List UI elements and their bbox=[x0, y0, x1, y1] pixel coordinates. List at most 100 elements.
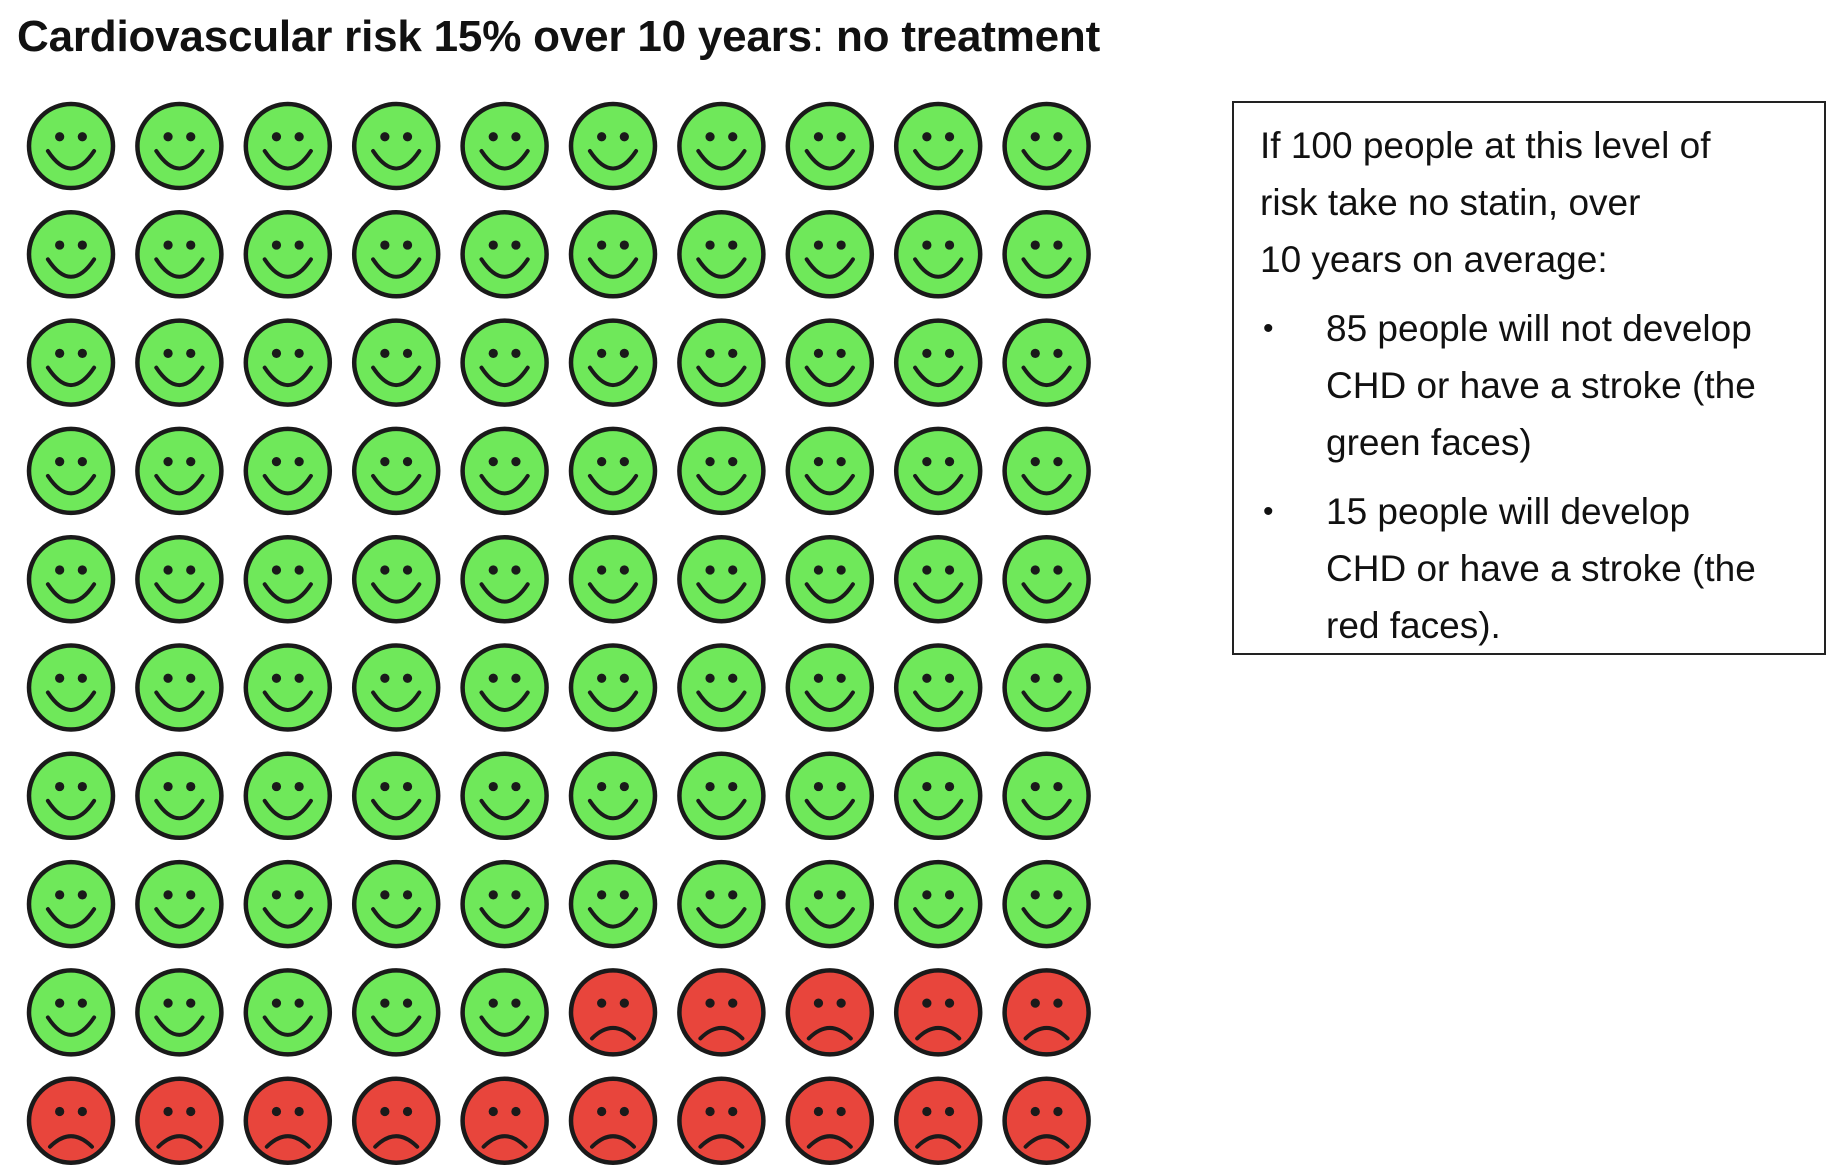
smiling-face-icon bbox=[26, 751, 116, 841]
frowning-face-icon bbox=[351, 1076, 441, 1165]
smiling-face-icon bbox=[893, 101, 983, 191]
bullet-text-no-event: 85 people will not develop CHD or have a… bbox=[1326, 308, 1756, 463]
smiling-face-icon bbox=[351, 534, 441, 624]
smiling-face-icon bbox=[785, 318, 875, 407]
smiling-face-icon bbox=[460, 318, 549, 407]
smiling-face-icon bbox=[351, 210, 441, 299]
smiling-face-icon bbox=[243, 318, 333, 407]
smiling-face-icon bbox=[785, 643, 875, 732]
smiling-face-icon bbox=[26, 318, 116, 407]
smiling-face-icon bbox=[785, 101, 875, 191]
smiling-face-icon bbox=[568, 101, 658, 191]
frowning-face-icon bbox=[677, 968, 766, 1057]
smiling-face-icon bbox=[568, 859, 658, 949]
smiling-face-icon bbox=[893, 210, 983, 299]
title-separator: : bbox=[811, 12, 836, 61]
bullet-item-event: • 15 people will develop CHD or have a s… bbox=[1260, 483, 1798, 654]
frowning-face-icon bbox=[568, 968, 658, 1057]
smiling-face-icon bbox=[243, 751, 333, 841]
smiling-face-icon bbox=[785, 751, 875, 841]
info-box-intro: If 100 people at this level of risk take… bbox=[1260, 125, 1711, 280]
smiling-face-icon bbox=[568, 426, 658, 516]
smiling-face-icon bbox=[135, 859, 224, 949]
frowning-face-icon bbox=[1002, 968, 1091, 1057]
smiling-face-icon bbox=[893, 859, 983, 949]
frowning-face-icon bbox=[1002, 1076, 1091, 1165]
smiling-face-icon bbox=[26, 426, 116, 516]
smiling-face-icon bbox=[677, 318, 766, 407]
face-pictogram-grid bbox=[26, 101, 1091, 1165]
smiling-face-icon bbox=[26, 859, 116, 949]
smiling-face-icon bbox=[460, 968, 549, 1057]
frowning-face-icon bbox=[893, 968, 983, 1057]
smiling-face-icon bbox=[243, 859, 333, 949]
smiling-face-icon bbox=[893, 534, 983, 624]
smiling-face-icon bbox=[243, 210, 333, 299]
smiling-face-icon bbox=[135, 101, 224, 191]
smiling-face-icon bbox=[135, 210, 224, 299]
smiling-face-icon bbox=[568, 751, 658, 841]
smiling-face-icon bbox=[785, 210, 875, 299]
smiling-face-icon bbox=[893, 643, 983, 732]
smiling-face-icon bbox=[460, 426, 549, 516]
frowning-face-icon bbox=[677, 1076, 766, 1165]
frowning-face-icon bbox=[135, 1076, 224, 1165]
smiling-face-icon bbox=[460, 101, 549, 191]
smiling-face-icon bbox=[135, 643, 224, 732]
smiling-face-icon bbox=[1002, 101, 1091, 191]
smiling-face-icon bbox=[785, 426, 875, 516]
smiling-face-icon bbox=[893, 751, 983, 841]
smiling-face-icon bbox=[1002, 426, 1091, 516]
smiling-face-icon bbox=[351, 643, 441, 732]
smiling-face-icon bbox=[26, 643, 116, 732]
smiling-face-icon bbox=[351, 859, 441, 949]
frowning-face-icon bbox=[785, 1076, 875, 1165]
smiling-face-icon bbox=[677, 751, 766, 841]
smiling-face-icon bbox=[243, 643, 333, 732]
bullet-text-event: 15 people will develop CHD or have a str… bbox=[1326, 491, 1756, 646]
smiling-face-icon bbox=[351, 101, 441, 191]
frowning-face-icon bbox=[785, 968, 875, 1057]
smiling-face-icon bbox=[351, 426, 441, 516]
title-main: Cardiovascular risk 15% over 10 years bbox=[17, 12, 812, 61]
smiling-face-icon bbox=[785, 859, 875, 949]
smiling-face-icon bbox=[135, 751, 224, 841]
smiling-face-icon bbox=[26, 534, 116, 624]
info-box-bullets: • 85 people will not develop CHD or have… bbox=[1260, 300, 1798, 654]
smiling-face-icon bbox=[893, 426, 983, 516]
info-box: If 100 people at this level of risk take… bbox=[1232, 101, 1826, 655]
smiling-face-icon bbox=[135, 968, 224, 1057]
smiling-face-icon bbox=[135, 534, 224, 624]
smiling-face-icon bbox=[351, 968, 441, 1057]
smiling-face-icon bbox=[568, 318, 658, 407]
frowning-face-icon bbox=[460, 1076, 549, 1165]
smiling-face-icon bbox=[135, 426, 224, 516]
smiling-face-icon bbox=[677, 210, 766, 299]
smiling-face-icon bbox=[1002, 318, 1091, 407]
smiling-face-icon bbox=[460, 751, 549, 841]
smiling-face-icon bbox=[677, 534, 766, 624]
frowning-face-icon bbox=[243, 1076, 333, 1165]
smiling-face-icon bbox=[243, 426, 333, 516]
bullet-item-no-event: • 85 people will not develop CHD or have… bbox=[1260, 300, 1798, 471]
smiling-face-icon bbox=[351, 751, 441, 841]
smiling-face-icon bbox=[26, 101, 116, 191]
smiling-face-icon bbox=[677, 101, 766, 191]
smiling-face-icon bbox=[243, 968, 333, 1057]
smiling-face-icon bbox=[1002, 859, 1091, 949]
frowning-face-icon bbox=[893, 1076, 983, 1165]
smiling-face-icon bbox=[1002, 643, 1091, 732]
smiling-face-icon bbox=[351, 318, 441, 407]
smiling-face-icon bbox=[568, 534, 658, 624]
chart-title: Cardiovascular risk 15% over 10 years: n… bbox=[17, 12, 1100, 62]
frowning-face-icon bbox=[26, 1076, 116, 1165]
smiling-face-icon bbox=[1002, 751, 1091, 841]
smiling-face-icon bbox=[677, 426, 766, 516]
smiling-face-icon bbox=[460, 210, 549, 299]
smiling-face-icon bbox=[893, 318, 983, 407]
smiling-face-icon bbox=[677, 643, 766, 732]
smiling-face-icon bbox=[1002, 210, 1091, 299]
smiling-face-icon bbox=[568, 210, 658, 299]
smiling-face-icon bbox=[568, 643, 658, 732]
smiling-face-icon bbox=[1002, 534, 1091, 624]
